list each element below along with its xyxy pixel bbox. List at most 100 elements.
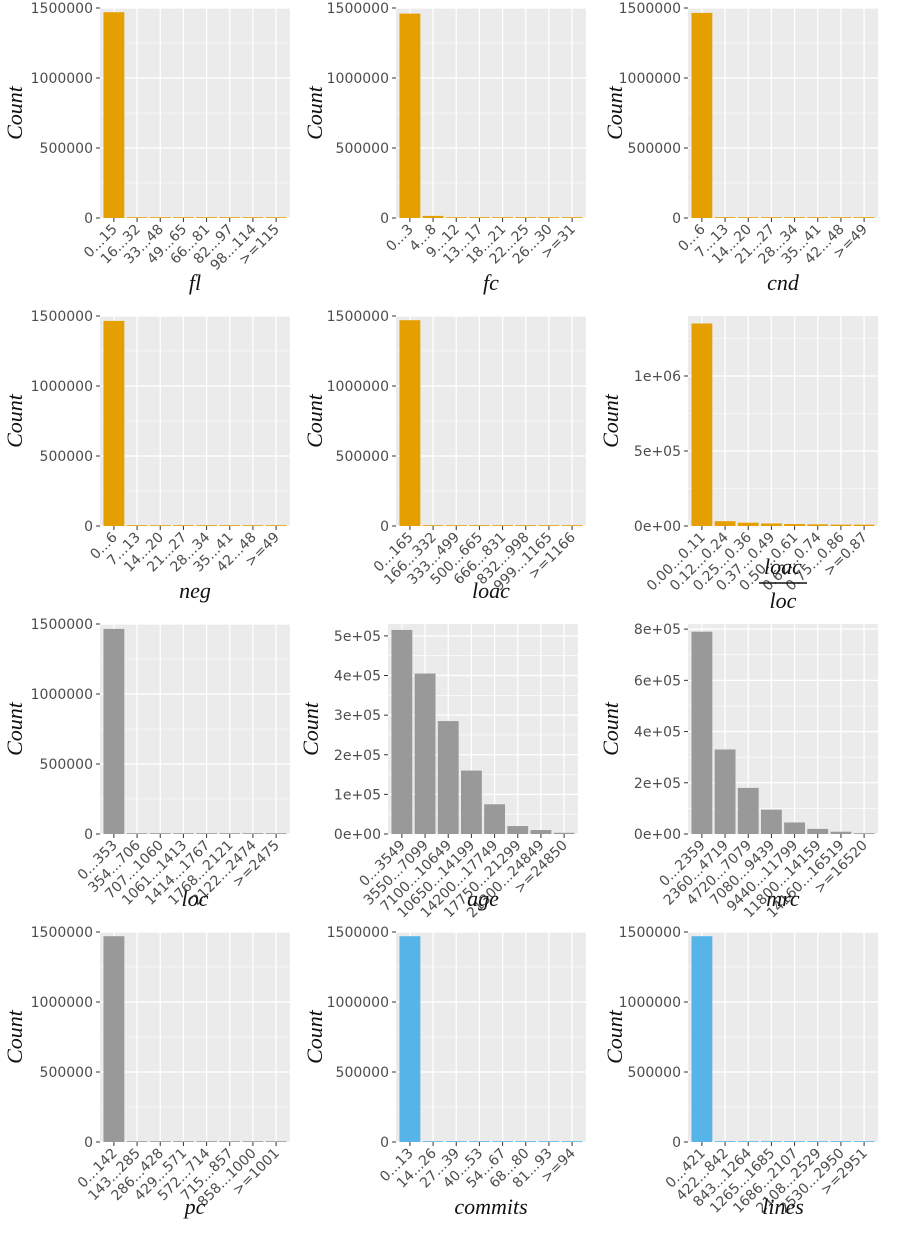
bar <box>219 525 241 526</box>
bar <box>784 524 806 526</box>
bar <box>784 1141 806 1142</box>
x-axis-title: commits <box>454 1194 527 1219</box>
bar <box>530 830 552 834</box>
y-tick-label: 500000 <box>40 449 93 465</box>
bar <box>172 1141 194 1142</box>
histogram-panel-2: 0 500000 1000000 1500000 0...3 4...8 9...12 13.… <box>300 0 600 308</box>
bar <box>807 524 829 526</box>
y-tick-label: 1000000 <box>327 995 389 1011</box>
y-tick-label: 0 <box>672 211 681 227</box>
bar <box>515 1141 537 1142</box>
histogram-panel-12: 0 500000 1000000 1500000 0...421 422...842 843… <box>600 924 900 1232</box>
histogram-svg: 0500000100000015000000...1516...3233...4… <box>2 1 290 295</box>
bar <box>760 809 782 834</box>
y-axis-title: Count <box>598 393 623 448</box>
y-tick-label: 1500000 <box>31 925 93 941</box>
bar <box>807 828 829 834</box>
bar <box>492 217 514 218</box>
bar <box>196 1141 218 1142</box>
histogram-svg: 0500000100000015000000...67...1314...202… <box>602 1 878 295</box>
x-axis-title: fl <box>189 270 201 295</box>
bar <box>830 217 852 218</box>
y-tick-label: 1500000 <box>31 309 93 325</box>
bar <box>196 833 218 834</box>
histogram-svg: 0500000100000015000000...67...1314...202… <box>2 309 290 603</box>
bar <box>691 631 713 834</box>
bar <box>468 1141 490 1142</box>
bar <box>561 525 583 526</box>
y-axis-title: Count <box>602 85 627 140</box>
y-tick-label: 5e+05 <box>334 629 381 645</box>
bar <box>172 525 194 526</box>
y-axis-title: Count <box>2 701 27 756</box>
bar <box>219 1141 241 1142</box>
y-tick-label: 500000 <box>40 1065 93 1081</box>
bar <box>414 673 436 834</box>
bar <box>784 217 806 218</box>
bar <box>737 1141 759 1142</box>
bar <box>507 826 529 834</box>
histogram-panel-10: 0 500000 1000000 1500000 0...142 143...285 286… <box>0 924 300 1232</box>
bar <box>538 217 560 218</box>
bar <box>242 1141 264 1142</box>
y-axis-title: Count <box>302 393 327 448</box>
y-tick-label: 2e+05 <box>334 748 381 764</box>
bar <box>445 525 467 526</box>
x-axis-title-numerator: loac <box>764 554 802 579</box>
bar <box>399 320 421 526</box>
y-tick-label: 1500000 <box>327 925 389 941</box>
x-axis-title: mrc <box>766 886 800 911</box>
bar <box>422 1141 444 1142</box>
y-tick-label: 500000 <box>628 1065 681 1081</box>
histogram-panel-8: 0e+00 1e+05 2e+05 3e+05 4e+05 5e+05 0...3549 35… <box>298 616 600 924</box>
y-tick-label: 500000 <box>336 141 389 157</box>
bar <box>830 524 852 526</box>
y-tick-label: 500000 <box>40 141 93 157</box>
plot-background <box>688 316 878 526</box>
bar <box>468 525 490 526</box>
y-tick-label: 1000000 <box>619 995 681 1011</box>
y-tick-label: 1500000 <box>327 309 389 325</box>
histogram-panel-7: 0 500000 1000000 1500000 0...353 354...706 707… <box>0 616 300 924</box>
y-axis-title: Count <box>302 85 327 140</box>
bar <box>437 721 459 834</box>
histogram-svg: 0500000100000015000000...142143...285286… <box>2 925 290 1219</box>
y-tick-label: 5e+05 <box>634 444 681 460</box>
histogram-svg: 0e+001e+052e+053e+054e+055e+050...354935… <box>298 624 578 921</box>
bar <box>737 522 759 526</box>
bar <box>714 521 736 526</box>
y-axis-title: Count <box>598 701 623 756</box>
x-axis-title: lines <box>762 1194 804 1219</box>
bar <box>760 1141 782 1142</box>
bar <box>242 217 264 218</box>
y-tick-label: 4e+05 <box>334 669 381 685</box>
bar <box>126 217 148 218</box>
histogram-panel-11: 0 500000 1000000 1500000 0...13 14...26 27...3… <box>300 924 600 1232</box>
y-tick-label: 1500000 <box>31 1 93 17</box>
x-axis-title: cnd <box>767 270 800 295</box>
y-tick-label: 500000 <box>336 1065 389 1081</box>
bar <box>830 1141 852 1142</box>
bar <box>196 217 218 218</box>
bar <box>561 1141 583 1142</box>
bar <box>103 320 125 526</box>
y-tick-label: 3e+05 <box>334 708 381 724</box>
x-axis-title: fc <box>483 270 499 295</box>
bar <box>126 833 148 834</box>
bar <box>103 936 125 1142</box>
x-axis-title: loc <box>182 886 209 911</box>
y-axis-title: Count <box>2 85 27 140</box>
y-tick-label: 2e+05 <box>634 776 681 792</box>
bar <box>242 525 264 526</box>
bar <box>265 833 287 834</box>
bar <box>760 523 782 526</box>
histogram-panel-6: 0e+00 5e+05 1e+06 0.00...0.11 0.12...0.24 0.2… <box>598 308 900 616</box>
bar <box>807 217 829 218</box>
bar <box>553 832 575 834</box>
bar <box>391 629 413 834</box>
bar <box>460 770 482 834</box>
x-axis-title-denominator: loc <box>770 588 797 613</box>
bar <box>126 525 148 526</box>
y-tick-label: 1000000 <box>619 71 681 87</box>
